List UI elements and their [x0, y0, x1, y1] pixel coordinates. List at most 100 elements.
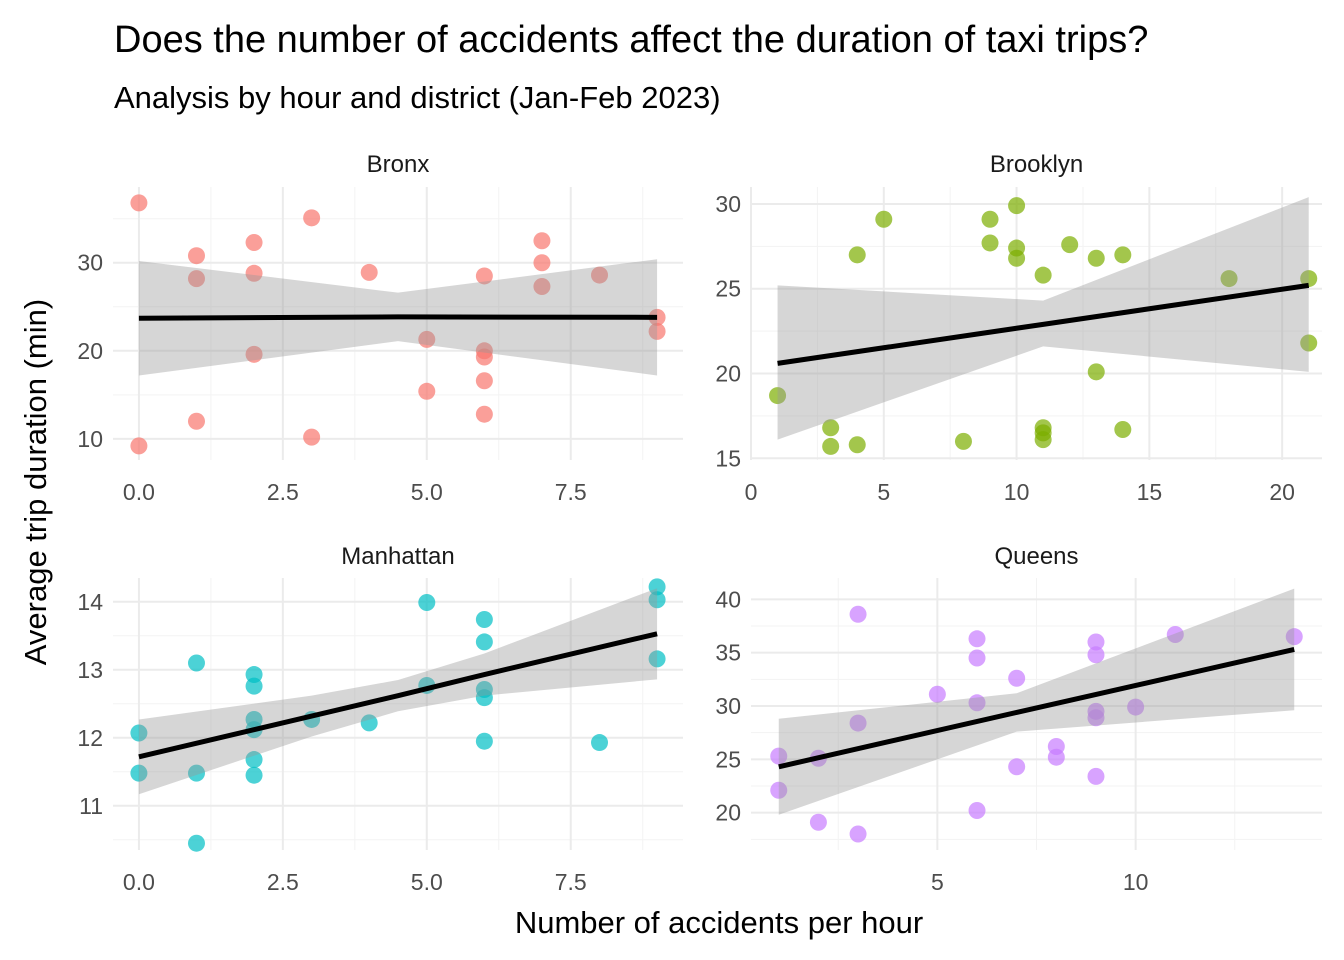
x-tick-label: 5.0	[411, 479, 443, 505]
facet-label-bronx: Bronx	[367, 151, 430, 178]
y-tick-label: 30	[77, 250, 103, 276]
data-point	[849, 605, 867, 623]
data-point	[303, 428, 321, 446]
confidence-band	[138, 588, 658, 795]
data-point	[187, 270, 205, 288]
y-tick-label: 35	[715, 640, 741, 666]
data-point	[187, 247, 205, 265]
data-point	[533, 254, 551, 272]
data-point	[1087, 709, 1105, 727]
data-point	[1061, 236, 1079, 254]
data-point	[187, 654, 205, 672]
data-point	[849, 714, 867, 732]
data-point	[130, 724, 148, 742]
data-point	[769, 387, 787, 405]
data-point	[1087, 249, 1105, 267]
facet-label-manhattan: Manhattan	[341, 543, 454, 570]
data-point	[1034, 266, 1052, 284]
data-point	[475, 633, 493, 651]
data-point	[822, 419, 840, 437]
data-point	[648, 650, 666, 668]
data-point	[130, 437, 148, 455]
regression-line	[138, 314, 658, 321]
data-point	[475, 405, 493, 423]
confidence-band	[778, 588, 1295, 815]
data-point	[360, 263, 378, 281]
data-point	[981, 234, 999, 252]
data-point	[848, 246, 866, 264]
x-tick-label: 5	[877, 479, 890, 505]
y-tick-label: 15	[715, 445, 741, 471]
data-point	[1114, 420, 1132, 438]
data-point	[303, 209, 321, 227]
data-point	[968, 694, 986, 712]
facet-label-queens: Queens	[994, 543, 1078, 570]
x-tick-label: 5.0	[411, 869, 443, 895]
panel-brooklyn: 0 5 10 15 20 15 20 25 30 Brooklyn	[715, 151, 1322, 505]
panel-queens: 5 10 20 25 30 35 40 Queens	[715, 543, 1322, 895]
data-point	[1127, 698, 1145, 716]
data-point	[130, 194, 148, 212]
data-point	[591, 266, 609, 284]
y-tick-label: 30	[715, 693, 741, 719]
data-point	[1008, 249, 1026, 267]
regression-line	[138, 631, 658, 760]
data-point	[1087, 363, 1105, 381]
data-point	[648, 322, 666, 340]
data-point	[245, 264, 263, 282]
data-point	[648, 578, 666, 596]
data-point	[245, 345, 263, 363]
x-tick-label: 2.5	[267, 479, 299, 505]
data-point	[418, 330, 436, 348]
data-point	[591, 734, 609, 752]
data-point	[968, 630, 986, 648]
data-point	[418, 593, 436, 611]
chart-subtitle: Analysis by hour and district (Jan-Feb 2…	[114, 80, 721, 115]
x-axis-title: Number of accidents per hour	[515, 905, 923, 940]
data-point	[1008, 197, 1026, 215]
x-tick-label: 7.5	[555, 479, 587, 505]
x-tick-label: 0.0	[123, 869, 155, 895]
y-tick-label: 10	[77, 426, 103, 452]
chart-title: Does the number of accidents affect the …	[114, 19, 1148, 61]
y-tick-label: 11	[79, 793, 103, 819]
data-point	[1114, 246, 1132, 264]
data-point	[187, 764, 205, 782]
data-point	[1220, 270, 1238, 288]
data-point	[245, 766, 263, 784]
y-tick-label: 25	[715, 276, 741, 302]
data-point	[981, 210, 999, 228]
data-point	[849, 825, 867, 843]
data-point	[418, 382, 436, 400]
data-point	[928, 685, 946, 703]
x-tick-label: 5	[931, 869, 944, 895]
data-point	[1166, 626, 1184, 644]
y-tick-label: 20	[715, 361, 741, 387]
x-tick-label: 0	[745, 479, 758, 505]
y-tick-label: 25	[715, 746, 741, 772]
data-point	[1008, 758, 1026, 776]
x-tick-label: 2.5	[267, 869, 299, 895]
panel-manhattan: 0.0 2.5 5.0 7.5 11 12 13 14 Manhattan	[77, 543, 683, 895]
data-point	[1047, 748, 1065, 766]
data-point	[475, 348, 493, 366]
panel-bronx: 0.0 2.5 5.0 7.5 10 20 30 Bronx	[77, 151, 683, 505]
y-tick-label: 13	[77, 657, 103, 683]
data-point	[770, 781, 788, 799]
x-tick-label: 7.5	[555, 869, 587, 895]
data-point	[245, 751, 263, 769]
data-point	[954, 432, 972, 450]
y-tick-label: 20	[715, 800, 741, 826]
data-point	[968, 802, 986, 820]
data-point	[648, 591, 666, 609]
facet-label-brooklyn: Brooklyn	[990, 151, 1083, 178]
facet-panels: 0.0 2.5 5.0 7.5 10 20 30 Bronx 0 5 10 15 20 15 20 25 30 B…	[77, 151, 1322, 895]
x-tick-label: 10	[1004, 479, 1030, 505]
x-tick-label: 10	[1123, 869, 1149, 895]
data-point	[875, 210, 893, 228]
x-tick-label: 15	[1137, 479, 1163, 505]
data-point	[475, 732, 493, 750]
data-point	[475, 689, 493, 707]
data-point	[187, 834, 205, 852]
